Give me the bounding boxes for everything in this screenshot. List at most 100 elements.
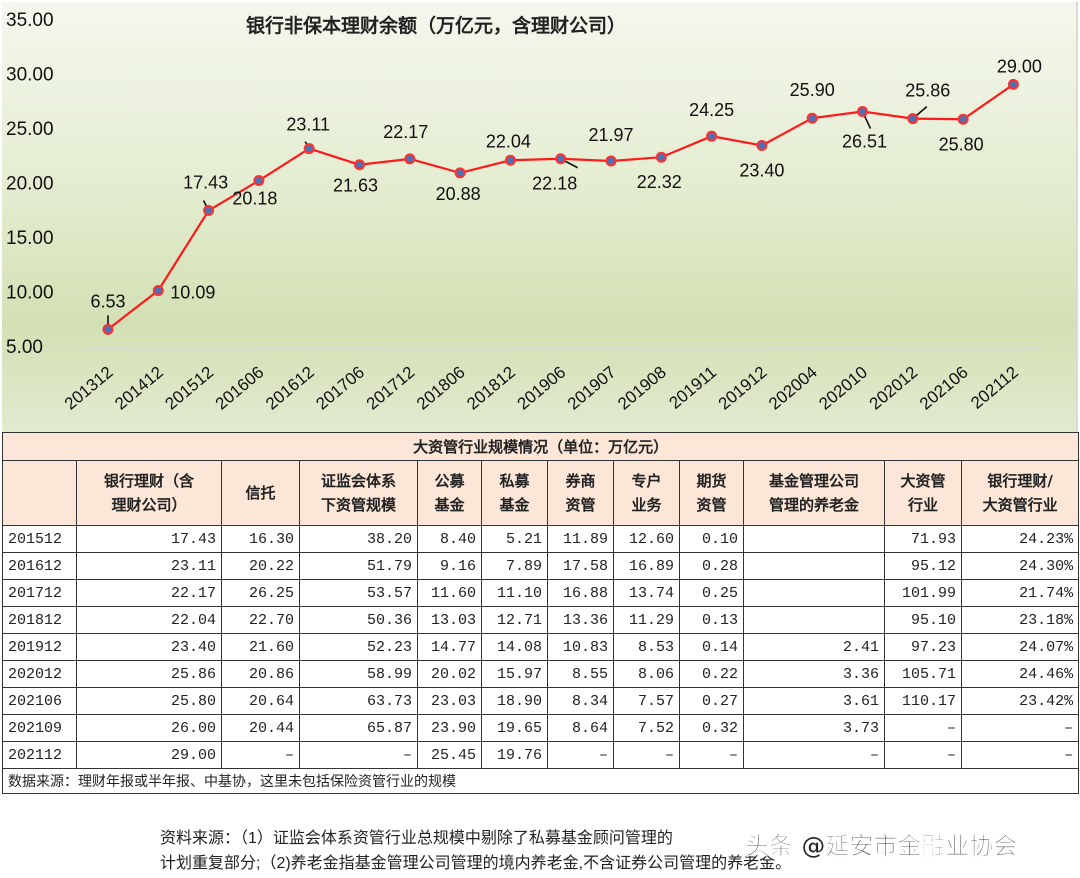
table-cell: 95.12 <box>884 552 962 580</box>
table-cell: 23.11 <box>76 552 222 580</box>
table-cell: 3.61 <box>743 687 885 715</box>
table-cell: 0.13 <box>679 606 744 634</box>
data-point-marker <box>857 106 868 118</box>
row-period-cell: 201912 <box>2 633 77 661</box>
table-cell <box>743 552 885 580</box>
data-label: 22.17 <box>383 122 428 142</box>
table-cell: 12.60 <box>613 525 680 553</box>
table-cell: 97.23 <box>884 633 962 661</box>
data-label: 23.40 <box>739 160 784 180</box>
table-cell: 2.41 <box>743 633 885 661</box>
y-tick-label: 15.00 <box>6 228 54 249</box>
column-header: 银行理财（含 理财公司） <box>76 460 222 526</box>
table-cell: 16.30 <box>221 525 300 553</box>
data-label: 20.88 <box>436 184 481 204</box>
chart-area: 5.00 10.00 15.00 20.00 25.00 30.00 35.00 银行非保本理… <box>2 2 1078 432</box>
table-title: 大资管行业规模情况（单位：万亿元） <box>1 432 1080 461</box>
table-header-row: 银行理财（含 理财公司） 信托 证监会体系 下资管规模 公募 基金 私募 基金 券商 资管… <box>2 460 1080 526</box>
x-tick-label: 201907 <box>564 363 620 414</box>
data-label: 23.11 <box>286 115 330 135</box>
table-row: 202109 26.00 20.44 65.87 23.90 19.65 8.64 7.52 0… <box>2 714 1080 742</box>
x-tick-label: 202106 <box>916 363 972 414</box>
data-point-marker <box>655 151 667 163</box>
data-label: 21.63 <box>333 176 378 196</box>
y-tick-label: 35.00 <box>6 10 54 31</box>
table-row: 202106 25.80 20.64 63.73 23.03 18.90 8.34 7.57 0… <box>2 687 1080 715</box>
table-cell: 29.00 <box>76 741 222 769</box>
row-period-cell: 201612 <box>2 552 77 580</box>
column-header <box>2 460 77 526</box>
data-label: 17.43 <box>183 173 228 193</box>
x-tick-label: 202010 <box>815 363 871 414</box>
x-tick-label: 201712 <box>363 363 419 414</box>
table-cell <box>743 525 885 553</box>
table-cell: 38.20 <box>299 525 418 553</box>
table-cell: 22.04 <box>76 606 222 634</box>
line-chart: 5.00 10.00 15.00 20.00 25.00 30.00 35.00 银行非保本理… <box>6 10 1044 414</box>
column-header: 公募 基金 <box>417 460 482 526</box>
table-cell: 0.25 <box>679 579 744 607</box>
table-cell: 20.64 <box>221 687 300 715</box>
table-cell: 8.06 <box>613 660 680 688</box>
table-cell: 71.93 <box>884 525 962 553</box>
table-cell: 18.90 <box>481 687 548 715</box>
table-source-note: 数据来源：理财年报或半年报、中基协，这里未包括保险资管行业的规模 <box>1 768 1080 794</box>
table-cell: 8.64 <box>547 714 614 742</box>
data-point-marker <box>152 285 164 297</box>
table-cell: 22.70 <box>221 606 300 634</box>
table-cell: 16.88 <box>547 579 614 607</box>
table-cell: 0.14 <box>679 633 744 661</box>
watermark: 头条 @延安市金融业协会 <box>745 832 1018 861</box>
data-label: 25.80 <box>939 134 984 154</box>
table-cell: 25.86 <box>76 660 222 688</box>
table-cell: 20.22 <box>221 552 300 580</box>
table-cell: 13.36 <box>547 606 614 634</box>
data-label: 22.18 <box>532 174 577 194</box>
table-cell: – <box>679 741 744 769</box>
table-cell: 63.73 <box>299 687 418 715</box>
y-tick-label: 5.00 <box>6 337 43 358</box>
table-cell: 20.44 <box>221 714 300 742</box>
table-cell: 23.18% <box>960 606 1080 634</box>
footnote-line-2: 计划重复部分;（2)养老金指基金管理公司管理的境内养老金,不含证券公司管理的养老… <box>160 855 792 872</box>
table-cell: – <box>547 741 614 769</box>
y-tick-label: 10.00 <box>6 283 54 304</box>
column-header: 私募 基金 <box>481 460 548 526</box>
table-cell: 13.74 <box>613 579 680 607</box>
table-cell: 24.23% <box>960 525 1080 553</box>
column-header: 信托 <box>221 460 300 526</box>
table-cell: 20.02 <box>417 660 482 688</box>
y-tick-label: 25.00 <box>6 119 54 140</box>
x-tick-label: 201512 <box>161 363 217 414</box>
table-cell: 26.25 <box>221 579 300 607</box>
table-cell: 25.80 <box>76 687 222 715</box>
table-cell: – <box>613 741 680 769</box>
column-header: 券商 资管 <box>547 460 614 526</box>
table-cell: 10.83 <box>547 633 614 661</box>
table-cell: 7.57 <box>613 687 680 715</box>
table-cell: – <box>884 714 962 742</box>
x-tick-label: 201812 <box>463 363 519 414</box>
data-label: 25.86 <box>905 81 950 101</box>
data-label: 22.32 <box>637 172 682 192</box>
table-cell: 15.97 <box>481 660 548 688</box>
table-cell: 25.45 <box>417 741 482 769</box>
column-header: 期货 资管 <box>679 460 744 526</box>
data-point-marker <box>555 153 567 165</box>
table-cell: 23.40 <box>76 633 222 661</box>
data-point-marker <box>404 153 416 165</box>
row-period-cell: 201812 <box>2 606 77 634</box>
x-tick-label: 201911 <box>665 363 720 413</box>
table-cell: 7.52 <box>613 714 680 742</box>
footnote: 资料来源：（1）证监会体系资管行业总规模中剔除了私募基金顾问管理的 计划重复部分… <box>160 826 1060 876</box>
column-header: 银行理财/ 大资管行业 <box>960 460 1080 526</box>
table-row: 202112 29.00– –25.45 19.76– – – – – – <box>2 741 1080 769</box>
table-cell: 19.76 <box>481 741 548 769</box>
table-cell <box>743 606 885 634</box>
table-cell: 0.22 <box>679 660 744 688</box>
table-cell: 110.17 <box>884 687 962 715</box>
x-tick-label: 202112 <box>967 363 1022 413</box>
data-point-marker <box>203 205 215 217</box>
table-cell: 5.21 <box>481 525 548 553</box>
table-cell: 12.71 <box>481 606 548 634</box>
